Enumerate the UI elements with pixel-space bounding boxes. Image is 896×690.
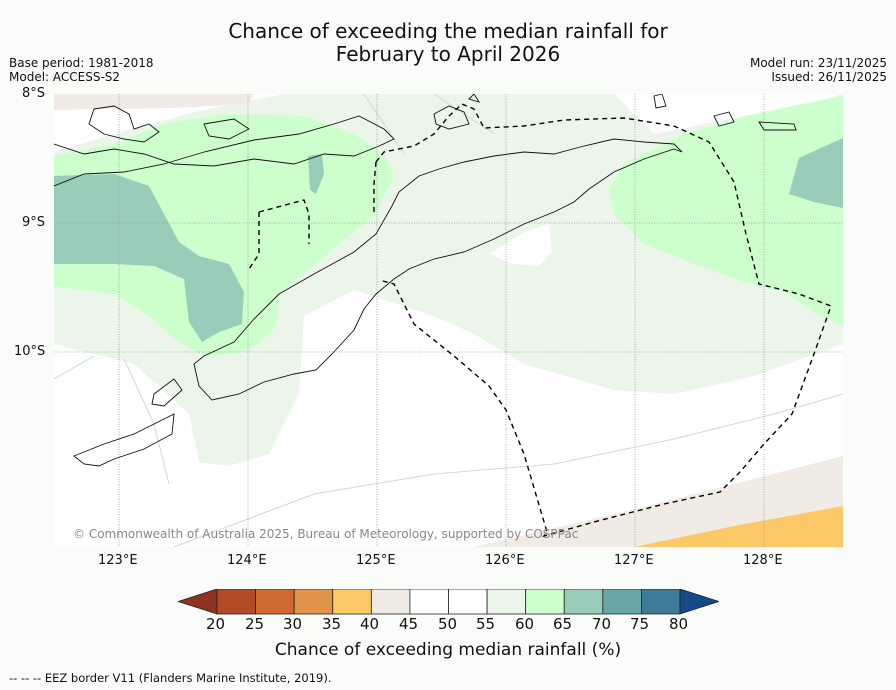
graticule <box>54 94 843 547</box>
colorbar-over-arrow <box>679 589 719 615</box>
contour-60-65-west <box>54 114 394 356</box>
colorbar-tick: 75 <box>630 615 650 633</box>
colorbar-tick: 20 <box>206 615 226 633</box>
colorbar-segment <box>216 589 256 615</box>
colorbar-segment <box>641 589 681 615</box>
lon-label-128e: 128°E <box>743 553 783 568</box>
colorbar-tick: 80 <box>669 615 689 633</box>
colorbar-tick: 50 <box>438 615 458 633</box>
colorbar-segment <box>370 589 411 615</box>
rainfall-map <box>54 94 843 547</box>
lat-label-8s: 8°S <box>22 86 46 101</box>
model-run: Model run: 23/11/2025 <box>749 56 887 70</box>
base-period: Base period: 1981-2018 <box>9 56 154 70</box>
lon-label-127e: 127°E <box>614 553 654 568</box>
colorbar-segment <box>602 589 642 615</box>
model-name: Model: ACCESS-S2 <box>9 70 121 84</box>
contour-50-55-pocket <box>489 224 552 266</box>
title-line-2: February to April 2026 <box>335 42 561 66</box>
colorbar-segment <box>448 589 488 615</box>
colorbar-segment <box>409 589 449 615</box>
colorbar-tick: 25 <box>245 615 265 633</box>
contour-65-70-east <box>789 138 843 208</box>
title-line-1: Chance of exceeding the median rainfall … <box>228 19 668 43</box>
colorbar-segment <box>293 589 334 615</box>
contour-65-70-small <box>308 154 324 194</box>
colorbar-segment <box>255 589 295 615</box>
colorbar-segment <box>332 589 372 615</box>
colorbar-segments <box>216 589 681 615</box>
contour-60-65-east <box>609 96 843 326</box>
colorbar-tick: 35 <box>322 615 342 633</box>
contour-40-45-north <box>54 94 254 110</box>
colorbar-under-arrow <box>178 589 218 615</box>
eez-footnote: -- -- -- EEZ border V11 (Flanders Marine… <box>9 671 332 685</box>
colorbar-segment <box>563 589 604 615</box>
colorbar-tick: 40 <box>360 615 380 633</box>
contour-65-70-west <box>54 174 244 342</box>
colorbar-tick: 70 <box>592 615 612 633</box>
map-title: Chance of exceeding the median rainfall … <box>0 20 896 66</box>
colorbar-segment <box>525 589 565 615</box>
copyright-notice: © Commonwealth of Australia 2025, Bureau… <box>73 527 579 541</box>
lon-label-125e: 125°E <box>356 553 396 568</box>
eez-border <box>248 103 832 538</box>
colorbar-tick: 60 <box>515 615 535 633</box>
contour-35-40-south <box>634 506 843 547</box>
lon-label-123e: 123°E <box>98 553 138 568</box>
lon-label-126e: 126°E <box>485 553 525 568</box>
lat-label-9s: 9°S <box>22 215 46 230</box>
colorbar-tick: 45 <box>399 615 419 633</box>
meta-right: Model run: 23/11/2025 Issued: 26/11/2025 <box>750 56 887 84</box>
colorbar-tick: 55 <box>476 615 496 633</box>
coastlines <box>54 94 797 467</box>
meta-left: Base period: 1981-2018 Model: ACCESS-S2 <box>9 56 154 84</box>
issued-date: Issued: 26/11/2025 <box>771 70 887 84</box>
colorbar <box>178 589 719 615</box>
lon-label-124e: 124°E <box>227 553 267 568</box>
colorbar-tick: 30 <box>283 615 303 633</box>
colorbar-segment <box>486 589 527 615</box>
colorbar-tick: 65 <box>553 615 573 633</box>
lat-label-10s: 10°S <box>14 344 46 359</box>
colorbar-title: Chance of exceeding median rainfall (%) <box>274 640 622 660</box>
